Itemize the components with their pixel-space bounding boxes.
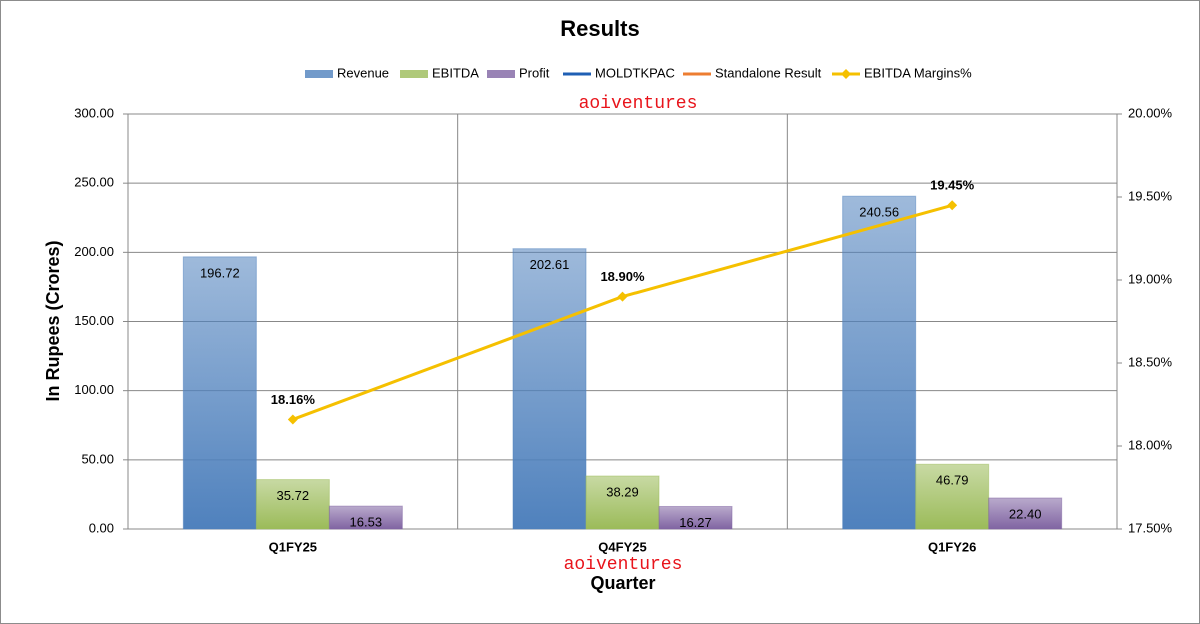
data-label: 202.61 xyxy=(530,257,570,272)
data-label: 240.56 xyxy=(859,205,899,220)
y2-tick-label: 20.00% xyxy=(1128,105,1173,120)
watermark: aoiventures xyxy=(579,94,698,114)
line-marker xyxy=(287,414,298,425)
y-tick-label: 50.00 xyxy=(81,451,114,466)
y-tick-label: 200.00 xyxy=(74,244,114,259)
legend-label: EBITDA xyxy=(432,65,479,80)
legend-swatch xyxy=(487,70,515,78)
data-label: 16.53 xyxy=(350,515,383,530)
watermark: aoiventures xyxy=(564,555,683,575)
line-marker xyxy=(617,291,628,302)
bar xyxy=(255,479,330,530)
data-label: 38.29 xyxy=(606,484,639,499)
bar xyxy=(915,463,990,530)
bar xyxy=(512,248,587,530)
bar xyxy=(658,505,733,530)
data-label: 18.90% xyxy=(600,269,645,284)
line-marker xyxy=(947,200,958,211)
bar xyxy=(842,195,917,530)
data-label: 35.72 xyxy=(277,488,310,503)
y2-tick-label: 19.00% xyxy=(1128,271,1173,286)
bar xyxy=(328,505,403,530)
chart-title: Results xyxy=(560,16,639,41)
legend-swatch xyxy=(400,70,428,78)
legend-label: Revenue xyxy=(337,65,389,80)
legend-label: MOLDTKPAC xyxy=(595,65,675,80)
y2-tick-label: 18.00% xyxy=(1128,437,1173,452)
legend-label: Profit xyxy=(519,65,550,80)
bar xyxy=(585,475,660,530)
bar xyxy=(988,497,1063,530)
data-label: 196.72 xyxy=(200,265,240,280)
x-tick-label: Q1FY26 xyxy=(928,539,976,554)
y-tick-label: 100.00 xyxy=(74,382,114,397)
data-label: 16.27 xyxy=(679,515,712,530)
x-axis-label: Quarter xyxy=(590,573,655,593)
bar xyxy=(182,256,257,530)
data-label: 19.45% xyxy=(930,178,975,193)
y-tick-label: 0.00 xyxy=(89,520,114,535)
data-label: 22.40 xyxy=(1009,506,1042,521)
legend-label: EBITDA Margins% xyxy=(864,65,972,80)
x-tick-label: Q1FY25 xyxy=(269,539,317,554)
legend-marker xyxy=(841,69,851,79)
y-tick-label: 150.00 xyxy=(74,313,114,328)
legend-swatch xyxy=(305,70,333,78)
y2-tick-label: 18.50% xyxy=(1128,354,1173,369)
y-tick-label: 250.00 xyxy=(74,175,114,190)
legend-label: Standalone Result xyxy=(715,65,822,80)
y2-tick-label: 17.50% xyxy=(1128,520,1173,535)
x-tick-label: Q4FY25 xyxy=(598,539,646,554)
y-tick-label: 300.00 xyxy=(74,105,114,120)
data-label: 46.79 xyxy=(936,473,969,488)
y-axis-label: In Rupees (Crores) xyxy=(43,240,63,401)
y2-tick-label: 19.50% xyxy=(1128,188,1173,203)
data-label: 18.16% xyxy=(271,392,316,407)
